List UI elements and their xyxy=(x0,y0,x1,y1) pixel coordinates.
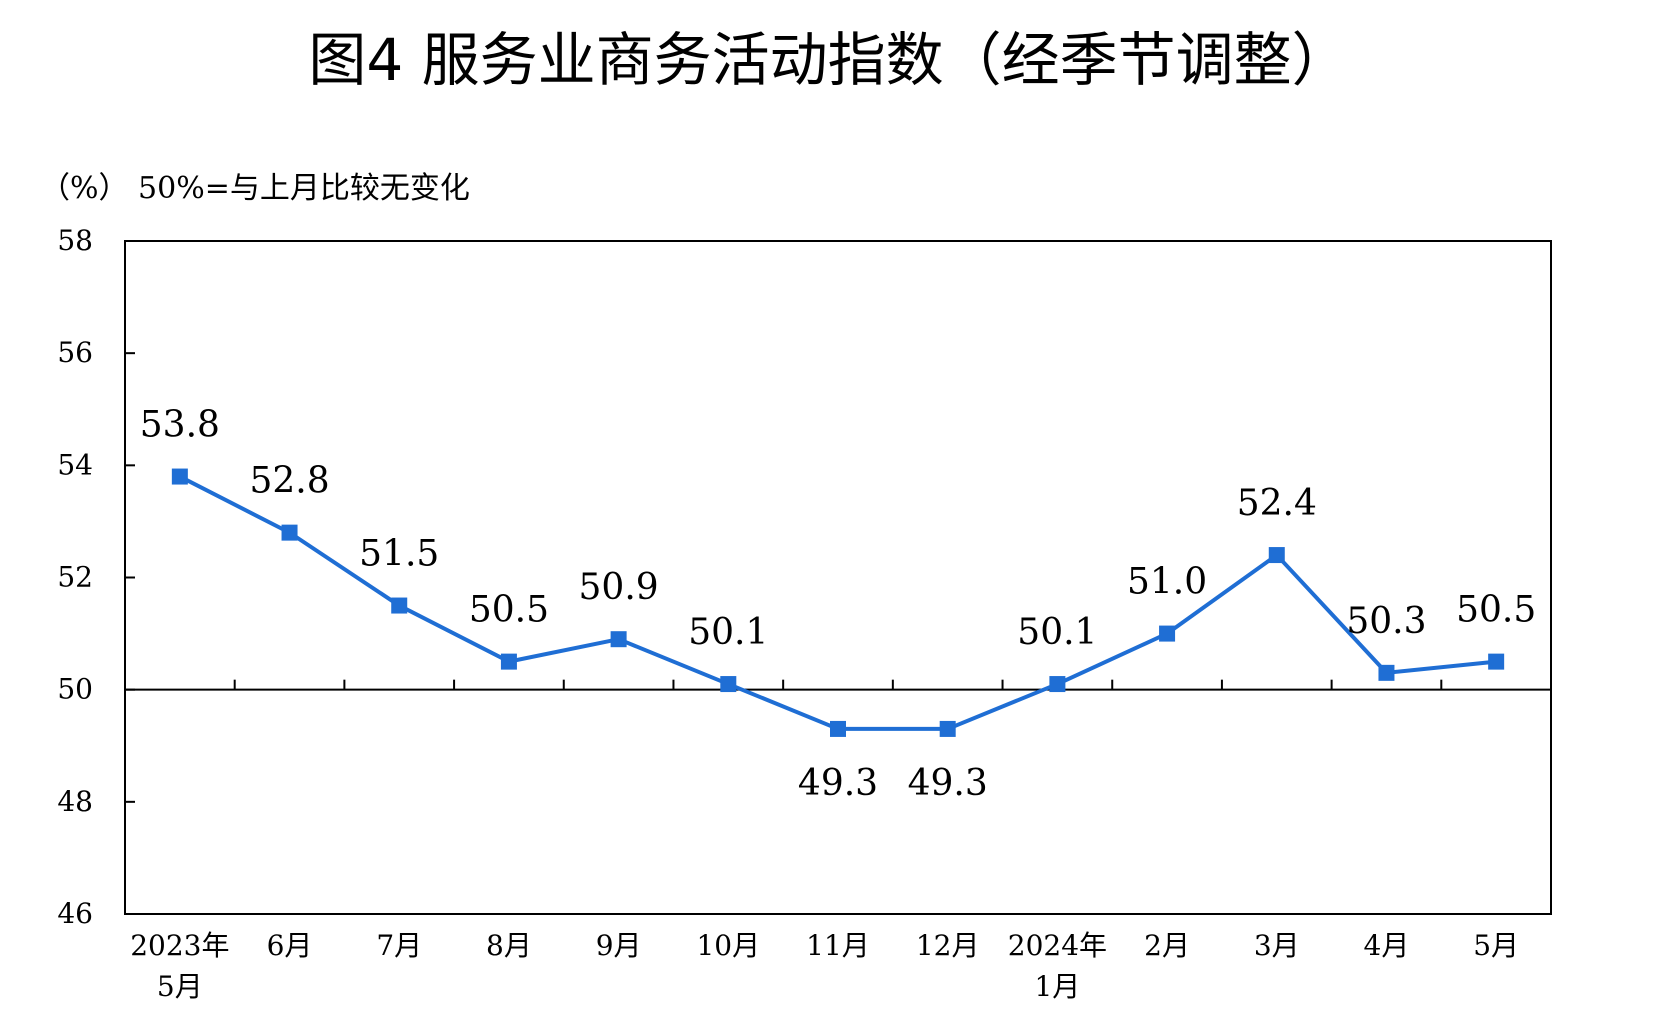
unit-note: （%） 50%=与上月比较无变化 xyxy=(40,171,470,206)
y-tick-label: 54 xyxy=(57,448,93,481)
data-label: 51.0 xyxy=(1127,562,1207,603)
x-tick-label: 11月 xyxy=(806,929,870,962)
y-tick-label: 50 xyxy=(57,673,93,706)
x-tick-label: 2024年 xyxy=(1008,929,1107,962)
data-point-marker xyxy=(171,468,188,485)
y-axis: 46 48 50 52 54 56 58 xyxy=(57,224,135,930)
data-label: 50.3 xyxy=(1346,601,1426,642)
data-label: 52.4 xyxy=(1237,483,1317,524)
data-label: 49.3 xyxy=(908,763,988,804)
data-point-marker xyxy=(610,631,627,648)
x-tick-label: 5月 xyxy=(1473,929,1519,962)
data-label: 52.8 xyxy=(249,461,329,502)
data-point-marker xyxy=(830,720,846,737)
y-tick-label: 52 xyxy=(57,561,93,594)
data-point-marker xyxy=(1378,664,1395,681)
data-label: 51.5 xyxy=(359,534,439,575)
x-tick-label: 9月 xyxy=(596,929,642,962)
x-tick-label: 3月 xyxy=(1254,929,1300,962)
x-tick-label: 10月 xyxy=(696,929,760,962)
y-tick-label: 58 xyxy=(57,224,93,257)
x-tick-label: 2月 xyxy=(1144,929,1190,962)
data-label: 50.5 xyxy=(1456,590,1536,631)
y-tick-label: 48 xyxy=(57,785,93,818)
plot-frame xyxy=(124,240,1552,915)
data-point-marker xyxy=(1159,625,1176,642)
data-label: 50.1 xyxy=(1017,612,1097,653)
x-tick-label: 7月 xyxy=(376,929,422,962)
x-tick-label: 8月 xyxy=(486,929,532,962)
data-label: 50.9 xyxy=(579,567,659,608)
x-tick-label: 6月 xyxy=(267,929,313,962)
y-tick-label: 46 xyxy=(57,897,93,930)
data-point-marker xyxy=(1268,547,1285,564)
chart-title: 图4 服务业商务活动指数（经季节调整） xyxy=(308,26,1349,94)
data-label: 50.5 xyxy=(469,590,549,631)
x-axis: 2023年 5月 6月 7月 8月 9月 10月 11月 12月 2024年 1月 2月 3月 4月 5月 xyxy=(130,679,1519,1003)
x-tick-label: 5月 xyxy=(157,970,203,1003)
data-point-marker xyxy=(720,676,737,693)
data-point-marker xyxy=(391,597,408,614)
data-label: 53.8 xyxy=(140,405,220,446)
y-tick-label: 56 xyxy=(57,336,93,369)
data-point-marker xyxy=(281,524,298,541)
data-labels-group: 53.8 52.8 51.5 50.5 50.9 50.1 49.3 49.3 50.1 51.0… xyxy=(140,405,1536,804)
x-tick-label: 2023年 xyxy=(130,929,229,962)
data-point-marker xyxy=(1488,653,1505,670)
x-tick-label: 12月 xyxy=(916,929,980,962)
data-label: 50.1 xyxy=(688,612,768,653)
x-tick-label: 1月 xyxy=(1034,970,1080,1003)
markers-group xyxy=(171,468,1505,737)
data-point-marker xyxy=(939,720,956,737)
x-tick-label: 4月 xyxy=(1364,929,1410,962)
data-label: 49.3 xyxy=(798,763,878,804)
data-point-marker xyxy=(500,653,517,670)
data-point-marker xyxy=(1049,676,1066,693)
